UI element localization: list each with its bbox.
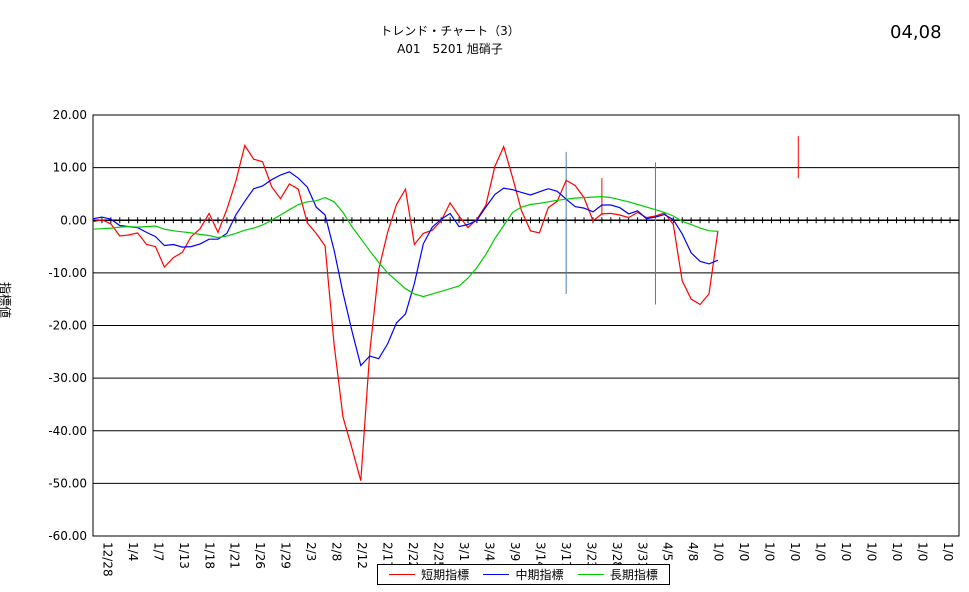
- series-line-long: [92, 195, 718, 298]
- legend-item-mid: 中期指標: [483, 566, 564, 583]
- x-tick-label: 1/4: [126, 542, 140, 561]
- x-tick-label: 3/9: [508, 542, 522, 561]
- y-tick-label: -20.00: [48, 319, 87, 333]
- legend-label-short: 短期指標: [421, 568, 470, 582]
- chart-subtitle: A01 5201 旭硝子: [397, 42, 503, 56]
- legend-swatch-short: [389, 574, 416, 575]
- y-tick-label: 20.00: [53, 108, 87, 122]
- x-tick-label: 1/0: [915, 542, 929, 561]
- y-tick-label: -10.00: [48, 266, 87, 280]
- y-tick-label: -60.00: [48, 529, 87, 543]
- x-tick-label: 3/17: [559, 542, 573, 569]
- x-tick-label: 1/29: [279, 542, 293, 569]
- x-tick-label: 3/1: [457, 542, 471, 561]
- legend-swatch-long: [577, 574, 604, 575]
- x-tick-label: 2/17: [381, 542, 395, 569]
- x-tick-label: 1/0: [864, 542, 878, 561]
- x-tick-label: 3/31: [635, 542, 649, 569]
- x-tick-label: 1/0: [941, 542, 955, 561]
- x-tick-label: 3/14: [533, 542, 547, 569]
- x-tick-label: 1/13: [177, 542, 191, 569]
- x-tick-label: 1/21: [228, 542, 242, 569]
- series-line-short: [92, 144, 719, 481]
- x-tick-label: 12/28: [100, 542, 114, 577]
- legend-label-long: 長期指標: [609, 568, 658, 582]
- date-stamp: 04,08: [890, 22, 942, 43]
- x-tick-label: 1/26: [253, 542, 267, 569]
- chart-title-block: トレンド・チャート（3） A01 5201 旭硝子: [0, 22, 900, 58]
- x-tick-label: 1/0: [890, 542, 904, 561]
- x-tick-label: 1/0: [763, 542, 777, 561]
- x-tick-label: 1/0: [712, 542, 726, 561]
- legend-item-short: 短期指標: [389, 566, 469, 583]
- y-tick-label: -40.00: [48, 424, 87, 438]
- x-tick-label: 1/0: [839, 542, 853, 561]
- x-tick-label: 2/3: [304, 542, 318, 561]
- legend-label-mid: 中期指標: [515, 568, 564, 582]
- x-tick-label: 3/23: [584, 542, 598, 569]
- chart-legend: 短期指標 中期指標 長期指標: [377, 564, 670, 585]
- x-tick-label: 3/4: [482, 542, 496, 561]
- x-tick-label: 1/0: [737, 542, 751, 561]
- x-tick-label: 3/28: [610, 542, 624, 569]
- x-tick-label: 2/22: [406, 542, 420, 569]
- x-tick-label: 4/5: [661, 542, 675, 561]
- x-tick-label: 4/8: [686, 542, 700, 561]
- y-tick-label: -50.00: [48, 476, 87, 490]
- y-tick-label: 0.00: [60, 213, 87, 227]
- x-tick-label: 1/7: [151, 542, 165, 561]
- series-line-mid: [92, 171, 719, 367]
- x-tick-label: 2/12: [355, 542, 369, 569]
- chart-title: トレンド・チャート（3）: [380, 24, 520, 38]
- x-tick-label: 1/0: [788, 542, 802, 561]
- legend-item-long: 長期指標: [577, 566, 658, 583]
- y-tick-label: -30.00: [48, 371, 87, 385]
- y-tick-label: 10.00: [53, 161, 87, 175]
- x-tick-label: 1/0: [814, 542, 828, 561]
- x-tick-label: 2/25: [431, 542, 445, 569]
- legend-swatch-mid: [483, 574, 510, 575]
- x-tick-label: 1/18: [202, 542, 216, 569]
- x-tick-label: 2/8: [330, 542, 344, 561]
